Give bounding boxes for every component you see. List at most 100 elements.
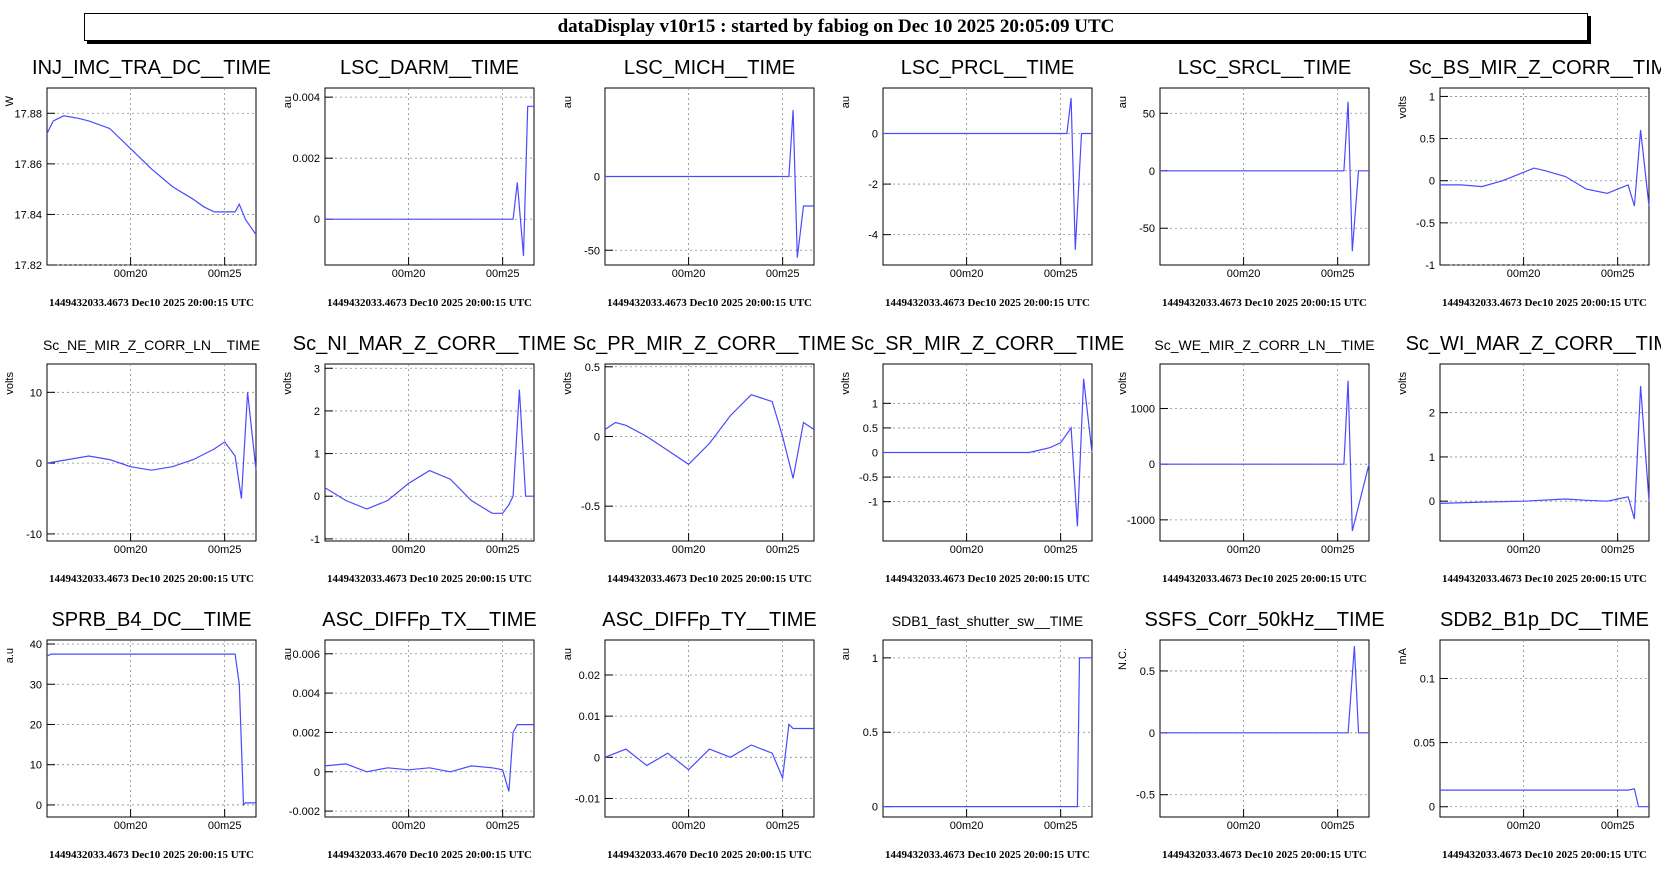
y-tick-label: 0.5	[863, 423, 878, 435]
x-tick-label: 00m20	[114, 268, 148, 280]
y-axis-label: a.u	[4, 648, 16, 663]
data-series-line	[1440, 788, 1649, 808]
chart-title: SDB1_fast_shutter_sw__TIME	[892, 613, 1083, 629]
plot-frame	[1439, 87, 1650, 266]
x-tick-label: 00m20	[1507, 544, 1541, 556]
chart-title: LSC_DARM__TIME	[340, 57, 519, 79]
plot-frame	[882, 87, 1093, 266]
x-tick-label: 00m25	[766, 820, 800, 832]
chart-title: Sc_NE_MIR_Z_CORR_LN__TIME	[43, 337, 260, 353]
y-tick-label: 1	[1429, 91, 1435, 103]
y-tick-label: 0	[1429, 496, 1435, 508]
y-tick-label: 0	[1429, 802, 1435, 814]
y-tick-label: 0	[314, 767, 320, 779]
y-tick-label: 17.86	[14, 159, 42, 171]
y-tick-label: -1000	[1127, 515, 1155, 527]
y-tick-label: 3	[314, 363, 320, 375]
chart-title: Sc_SR_MIR_Z_CORR__TIME	[851, 333, 1124, 355]
y-tick-label: 1000	[1131, 404, 1155, 416]
chart-footer: 1449432033.4673 Dec10 2025 20:00:15 UTC	[885, 297, 1090, 309]
chart-footer: 1449432033.4673 Dec10 2025 20:00:15 UTC	[327, 573, 532, 585]
x-tick-label: 00m25	[1321, 820, 1355, 832]
plot-frame	[46, 363, 257, 542]
y-tick-label: 0.1	[1420, 673, 1435, 685]
plot-frame	[1439, 363, 1650, 542]
plot-frame	[882, 639, 1093, 818]
data-series-line	[46, 392, 257, 499]
x-tick-label: 00m20	[950, 268, 984, 280]
y-tick-label: 0.002	[292, 727, 320, 739]
chart-footer: 1449432033.4673 Dec10 2025 20:00:15 UTC	[607, 573, 812, 585]
chart-footer: 1449432033.4673 Dec10 2025 20:00:15 UTC	[607, 297, 812, 309]
chart-footer: 1449432033.4673 Dec10 2025 20:00:15 UTC	[1442, 573, 1647, 585]
x-tick-label: 00m20	[672, 820, 706, 832]
y-axis-label: W	[4, 95, 16, 106]
chart-title: ASC_DIFFp_TY__TIME	[602, 609, 817, 631]
chart-footer: 1449432033.4673 Dec10 2025 20:00:15 UTC	[1162, 297, 1367, 309]
y-axis-label: au	[562, 96, 574, 108]
y-tick-label: 0	[36, 458, 42, 470]
chart-footer: 1449432033.4670 Dec10 2025 20:00:15 UTC	[607, 849, 812, 861]
y-tick-label: 0	[872, 802, 878, 814]
data-series-line	[1439, 386, 1650, 520]
y-tick-label: -0.5	[859, 472, 878, 484]
y-tick-label: -2	[868, 179, 878, 191]
y-tick-label: 0	[594, 431, 600, 443]
chart-panel-18: SDB2_B1p_DC__TIME mA 0 0.05 0.1 00m20 00m25 144…	[1397, 609, 1650, 861]
y-tick-label: 0	[1429, 176, 1435, 188]
y-tick-label: -1	[1425, 260, 1435, 272]
x-tick-label: 00m20	[1227, 268, 1261, 280]
y-axis-label: volts	[4, 372, 16, 395]
y-tick-label: 17.82	[14, 260, 42, 272]
x-tick-label: 00m20	[950, 544, 984, 556]
y-axis-label: au	[282, 648, 294, 660]
y-tick-label: -50	[584, 245, 600, 257]
data-series-line	[324, 723, 534, 792]
x-tick-label: 00m20	[114, 820, 148, 832]
y-tick-label: 0	[872, 129, 878, 141]
y-tick-label: -0.01	[575, 793, 600, 805]
plot-frame	[1159, 87, 1370, 266]
x-tick-label: 00m20	[672, 268, 706, 280]
chart-footer: 1449432033.4673 Dec10 2025 20:00:15 UTC	[1442, 297, 1647, 309]
y-tick-label: 30	[30, 679, 42, 691]
y-tick-label: 0.5	[1420, 134, 1435, 146]
y-tick-label: 0.004	[292, 688, 320, 700]
y-tick-label: 0	[314, 214, 320, 226]
y-axis-label: volts	[1397, 96, 1409, 119]
y-tick-label: -0.002	[289, 806, 320, 818]
chart-title: LSC_SRCL__TIME	[1178, 57, 1351, 79]
x-tick-label: 00m25	[486, 268, 520, 280]
y-tick-label: 0	[872, 448, 878, 460]
x-tick-label: 00m25	[766, 268, 800, 280]
chart-footer: 1449432033.4673 Dec10 2025 20:00:15 UTC	[1442, 849, 1647, 861]
x-tick-label: 00m20	[392, 820, 426, 832]
chart-title: ASC_DIFFp_TX__TIME	[322, 609, 537, 631]
chart-panel-1: INJ_IMC_TRA_DC__TIME W 17.82 17.84 17.86 17.8…	[4, 57, 271, 309]
x-tick-label: 00m25	[1044, 820, 1078, 832]
chart-title: Sc_WI_MAR_Z_CORR__TIME	[1406, 333, 1661, 355]
plot-frame	[46, 639, 257, 818]
y-tick-label: 0	[1149, 459, 1155, 471]
y-axis-label: au	[282, 96, 294, 108]
y-tick-label: 0	[594, 752, 600, 764]
y-tick-label: 0.05	[1414, 738, 1435, 750]
x-tick-label: 00m25	[1601, 820, 1635, 832]
y-tick-label: 0.01	[579, 711, 600, 723]
data-series-line	[604, 723, 814, 781]
y-axis-label: volts	[282, 372, 294, 395]
chart-panel-13: SPRB_B4_DC__TIME a.u 0 10 20 30 40 00m20 00m25 14…	[4, 609, 257, 861]
data-series-line	[1160, 646, 1369, 734]
data-series-line	[883, 98, 1092, 250]
y-tick-label: 0	[314, 491, 320, 503]
plot-frame	[324, 363, 535, 542]
plot-frame	[604, 363, 815, 542]
chart-footer: 1449432033.4673 Dec10 2025 20:00:15 UTC	[1162, 849, 1367, 861]
